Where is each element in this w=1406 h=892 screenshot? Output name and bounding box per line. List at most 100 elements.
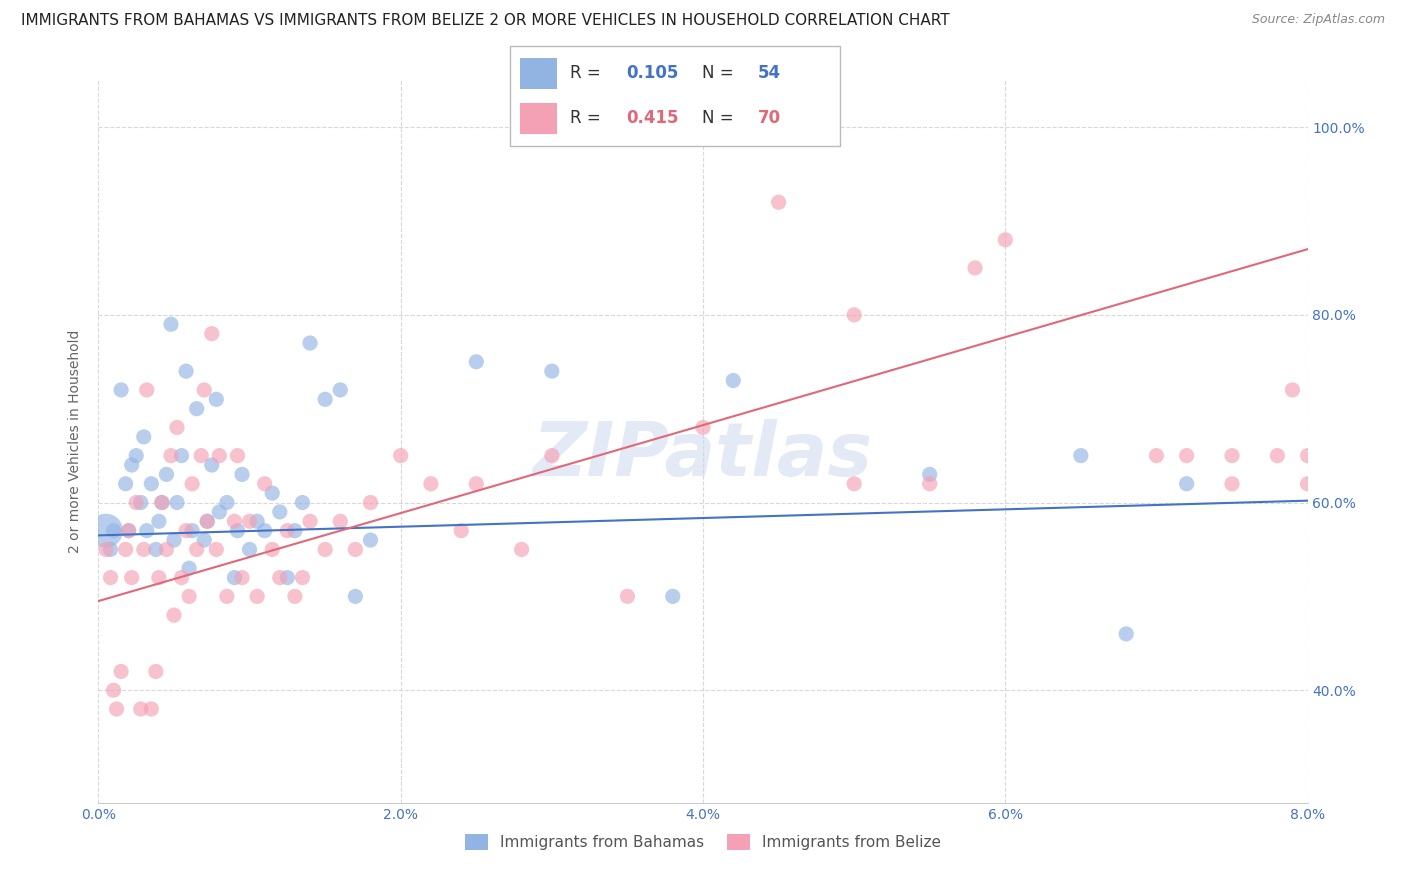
- Point: [1115, 627, 1137, 641]
- Point: [179, 561, 201, 575]
- Point: [465, 355, 488, 369]
- Point: [181, 476, 204, 491]
- Point: [284, 524, 307, 538]
- Point: [1220, 476, 1243, 491]
- Point: [174, 364, 197, 378]
- Point: [276, 524, 298, 538]
- Point: [389, 449, 412, 463]
- Point: [226, 449, 249, 463]
- Point: [918, 467, 941, 482]
- Point: [163, 608, 186, 623]
- Text: 0.415: 0.415: [626, 109, 679, 127]
- Point: [299, 514, 322, 528]
- Point: [253, 524, 276, 538]
- Point: [1296, 476, 1319, 491]
- Point: [360, 533, 382, 547]
- Text: R =: R =: [571, 109, 606, 127]
- Point: [186, 401, 208, 416]
- Point: [1175, 449, 1198, 463]
- Point: [186, 542, 208, 557]
- Point: [231, 467, 253, 482]
- Point: [262, 542, 284, 557]
- Point: [994, 233, 1017, 247]
- Point: [160, 318, 183, 332]
- Text: 0.105: 0.105: [626, 64, 678, 82]
- Point: [174, 524, 197, 538]
- Point: [215, 495, 238, 509]
- Point: [465, 476, 488, 491]
- Point: [110, 665, 132, 679]
- Point: [170, 449, 193, 463]
- Point: [239, 514, 262, 528]
- Point: [121, 571, 143, 585]
- Point: [166, 420, 188, 434]
- Point: [132, 542, 155, 557]
- Point: [224, 571, 246, 585]
- Point: [145, 542, 167, 557]
- Point: [181, 524, 204, 538]
- Point: [540, 449, 562, 463]
- Text: ZIPatlas: ZIPatlas: [533, 419, 873, 492]
- Point: [616, 590, 638, 604]
- Point: [262, 486, 284, 500]
- Point: [1070, 449, 1092, 463]
- Text: 70: 70: [758, 109, 780, 127]
- Point: [314, 542, 336, 557]
- Legend: Immigrants from Bahamas, Immigrants from Belize: Immigrants from Bahamas, Immigrants from…: [458, 829, 948, 856]
- Point: [269, 505, 291, 519]
- Point: [141, 702, 163, 716]
- Point: [103, 524, 125, 538]
- Point: [125, 495, 148, 509]
- Point: [125, 449, 148, 463]
- Point: [94, 524, 117, 538]
- Point: [148, 571, 170, 585]
- Point: [201, 458, 224, 472]
- Text: Source: ZipAtlas.com: Source: ZipAtlas.com: [1251, 13, 1385, 27]
- Point: [291, 571, 314, 585]
- Point: [208, 505, 231, 519]
- Point: [246, 514, 269, 528]
- Point: [276, 571, 298, 585]
- Point: [768, 195, 790, 210]
- Point: [1296, 449, 1319, 463]
- Point: [723, 374, 745, 388]
- Point: [141, 476, 163, 491]
- Point: [170, 571, 193, 585]
- Point: [193, 383, 215, 397]
- Point: [150, 495, 173, 509]
- Point: [100, 542, 122, 557]
- Point: [1146, 449, 1168, 463]
- Point: [205, 392, 228, 407]
- Point: [215, 590, 238, 604]
- Point: [208, 449, 231, 463]
- Point: [193, 533, 215, 547]
- Point: [1281, 383, 1303, 397]
- Point: [329, 514, 352, 528]
- Point: [450, 524, 472, 538]
- Point: [163, 533, 186, 547]
- Point: [510, 542, 533, 557]
- Point: [148, 514, 170, 528]
- FancyBboxPatch shape: [509, 45, 841, 146]
- Point: [118, 524, 141, 538]
- Point: [103, 683, 125, 698]
- Point: [360, 495, 382, 509]
- Point: [118, 524, 141, 538]
- Point: [110, 383, 132, 397]
- Point: [145, 665, 167, 679]
- Point: [299, 336, 322, 351]
- Text: N =: N =: [702, 109, 738, 127]
- Point: [179, 590, 201, 604]
- Point: [100, 571, 122, 585]
- Point: [121, 458, 143, 472]
- Point: [1175, 476, 1198, 491]
- Point: [253, 476, 276, 491]
- Point: [195, 514, 218, 528]
- Point: [135, 524, 157, 538]
- Point: [132, 430, 155, 444]
- Y-axis label: 2 or more Vehicles in Household: 2 or more Vehicles in Household: [69, 330, 83, 553]
- Point: [1267, 449, 1289, 463]
- Point: [155, 467, 177, 482]
- FancyBboxPatch shape: [520, 103, 557, 134]
- Point: [540, 364, 562, 378]
